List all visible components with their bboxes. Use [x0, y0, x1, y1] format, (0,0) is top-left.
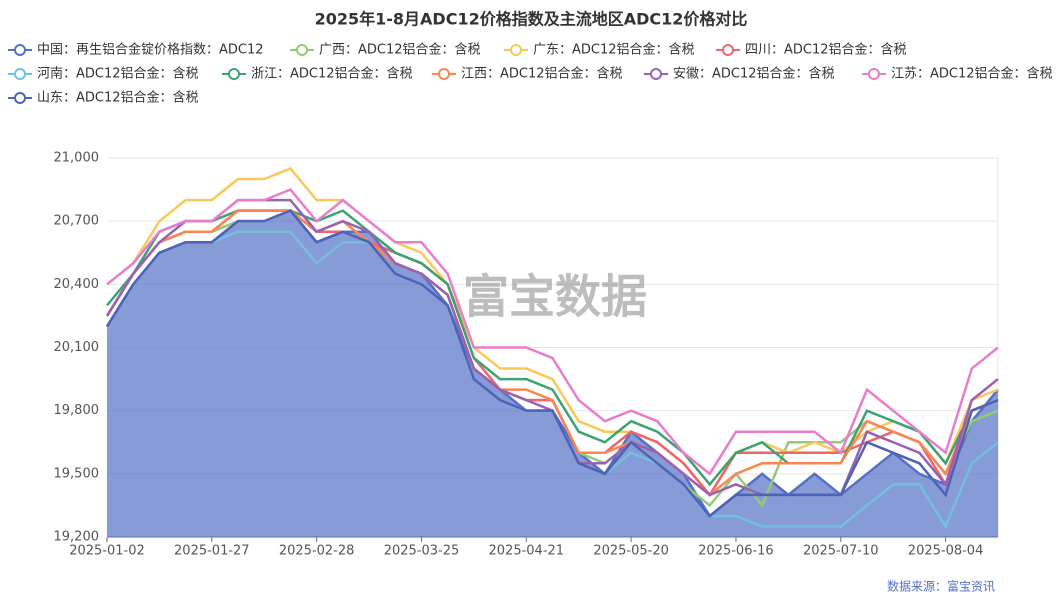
legend-label: 河南：ADC12铝合金：含税 — [37, 66, 199, 82]
x-tick-label: 2025-08-04 — [908, 544, 984, 559]
y-tick-label: 20,100 — [54, 340, 100, 355]
legend-item: 浙江：ADC12铝合金：含税 — [222, 66, 413, 82]
legend-label: 山东：ADC12铝合金：含税 — [37, 90, 199, 106]
legend-label: 广东：ADC12铝合金：含税 — [533, 42, 695, 58]
legend-label: 江苏：ADC12铝合金：含税 — [891, 66, 1053, 82]
legend-item: 江苏：ADC12铝合金：含税 — [862, 66, 1053, 82]
legend-marker — [14, 68, 26, 80]
legend-marker — [510, 44, 522, 56]
chart-title: 2025年1-8月ADC12价格指数及主流地区ADC12价格对比 — [315, 10, 748, 29]
legend-item: 广东：ADC12铝合金：含税 — [504, 42, 695, 58]
legend-item: 四川：ADC12铝合金：含税 — [716, 42, 907, 58]
y-tick-label: 21,000 — [54, 151, 100, 166]
source: 数据来源：富宝资讯 — [887, 579, 995, 594]
legend-label: 中国：再生铝合金锭价格指数：ADC12 — [37, 42, 264, 58]
legend-marker — [296, 44, 308, 56]
x-tick-label: 2025-03-25 — [384, 544, 460, 559]
series-line — [106, 188, 999, 476]
legend-label: 安徽：ADC12铝合金：含税 — [673, 66, 835, 82]
legend-label: 浙江：ADC12铝合金：含税 — [251, 66, 413, 82]
series-line — [105, 209, 999, 518]
legend-item: 江西：ADC12铝合金：含税 — [432, 66, 623, 82]
legend-label: 四川：ADC12铝合金：含税 — [745, 42, 907, 58]
x-tick-label: 2025-05-20 — [593, 544, 669, 559]
legend-label: 江西：ADC12铝合金：含税 — [461, 66, 623, 82]
y-tick-label: 19,800 — [54, 403, 100, 418]
area-fill — [107, 210, 998, 537]
legend-marker — [650, 68, 662, 80]
legend-marker — [14, 44, 26, 56]
legend-marker — [868, 68, 880, 80]
y-tick-label: 19,200 — [54, 530, 100, 545]
x-tick-label: 2025-07-10 — [803, 544, 879, 559]
x-tick-label: 2025-01-02 — [69, 544, 145, 559]
legend-item: 广西：ADC12铝合金：含税 — [290, 42, 481, 58]
x-tick-label: 2025-04-21 — [489, 544, 565, 559]
legend-marker — [438, 68, 450, 80]
y-tick-label: 20,700 — [54, 214, 100, 229]
legend-marker — [228, 68, 240, 80]
series-line — [105, 209, 999, 497]
y-tick-label: 19,500 — [54, 466, 100, 481]
legend-item: 山东：ADC12铝合金：含税 — [8, 90, 199, 106]
legend-item: 安徽：ADC12铝合金：含税 — [644, 66, 835, 82]
x-tick-label: 2025-02-28 — [279, 544, 355, 559]
legend-label: 广西：ADC12铝合金：含税 — [319, 42, 481, 58]
legend-item: 河南：ADC12铝合金：含税 — [8, 66, 199, 82]
legend-marker — [722, 44, 734, 56]
y-tick-label: 20,400 — [54, 277, 100, 292]
legend-marker — [14, 92, 26, 104]
x-tick-label: 2025-01-27 — [174, 544, 250, 559]
x-tick-label: 2025-06-16 — [698, 544, 774, 559]
legend-item: 中国：再生铝合金锭价格指数：ADC12 — [8, 42, 264, 58]
watermark: 富宝数据 — [463, 270, 647, 324]
